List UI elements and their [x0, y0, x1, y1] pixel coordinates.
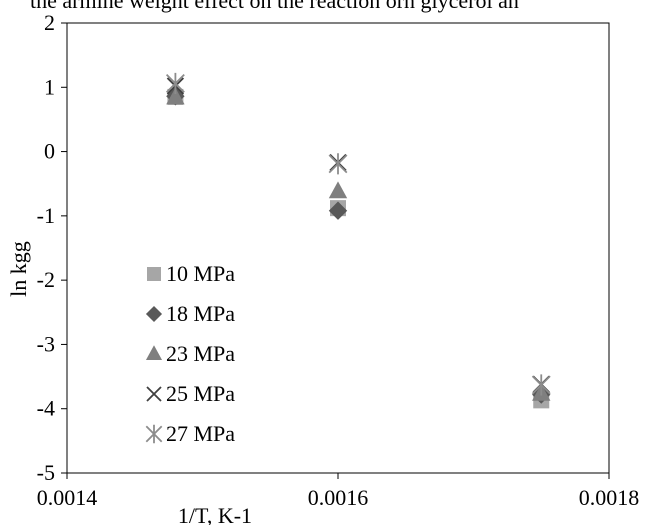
legend-marker	[145, 345, 163, 360]
data-point	[166, 87, 185, 105]
data-point	[328, 181, 348, 199]
legend-label: 23 MPa	[166, 341, 235, 366]
x-tick-label: 0.0018	[579, 485, 640, 510]
legend-label: 10 MPa	[166, 261, 235, 286]
y-tick-label: -1	[37, 203, 55, 228]
y-tick-label: 2	[44, 10, 55, 35]
data-point	[165, 72, 185, 94]
y-axis-title: ln kgg	[6, 241, 31, 297]
y-tick-label: -3	[37, 331, 55, 356]
plot-area-border	[66, 22, 610, 474]
x-tick-label: 0.0016	[308, 485, 369, 510]
data-point	[531, 374, 551, 396]
legend: 10 MPa 18 MPa 23 MPa 25 MPa 27 MPa	[145, 261, 235, 446]
y-tick-label: -5	[37, 460, 55, 485]
legend-marker	[145, 305, 163, 323]
x-axis-title: 1/T, K-1	[178, 503, 252, 525]
legend-marker	[145, 424, 163, 444]
y-tick-label: -4	[37, 396, 55, 421]
y-tick-label: -2	[37, 267, 55, 292]
legend-marker	[147, 267, 161, 281]
data-point	[328, 201, 348, 220]
y-tick-label: 1	[44, 74, 55, 99]
legend-marker	[146, 386, 162, 402]
legend-label: 25 MPa	[166, 381, 235, 406]
x-tick-label: 0.0014	[37, 485, 98, 510]
legend-label: 18 MPa	[166, 301, 235, 326]
y-tick-label: 0	[44, 139, 55, 164]
axes: -5 -4 -3 -2 -1 0 1 2 0.0014 0.0016 0.0018	[37, 10, 640, 510]
legend-label: 27 MPa	[166, 421, 235, 446]
data-point	[328, 153, 348, 175]
data-marks	[165, 72, 551, 409]
top-text: the armine weight effect on the reaction…	[30, 0, 519, 13]
